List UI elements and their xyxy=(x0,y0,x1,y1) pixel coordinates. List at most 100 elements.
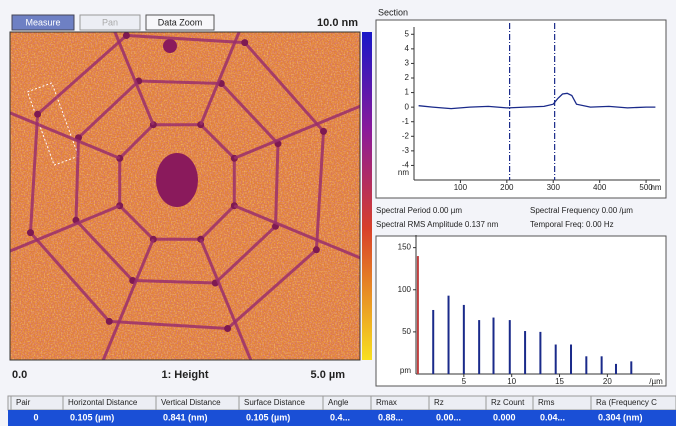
web-spoke xyxy=(199,32,241,126)
web-spoke xyxy=(101,238,155,360)
y-tick-label: -4 xyxy=(402,161,410,170)
y-tick-label: -2 xyxy=(402,131,410,140)
web-node xyxy=(320,127,327,135)
column-header: Ra (Frequency C xyxy=(596,398,657,407)
spectral-rms: Spectral RMS Amplitude 0.137 nm xyxy=(376,220,499,229)
x-tick-label: 300 xyxy=(547,183,561,192)
y-tick-label: 2 xyxy=(405,73,410,82)
column-header: Rz xyxy=(434,398,444,407)
table-cell: 0.841 (nm) xyxy=(163,412,208,422)
spectrum-bar xyxy=(585,356,588,374)
spectrum-bar xyxy=(630,361,633,374)
spectrum-bar xyxy=(462,304,465,374)
spectrum-bar xyxy=(432,309,435,374)
x-tick-label: 15 xyxy=(555,377,564,386)
spectrum-bar xyxy=(570,344,573,374)
color-bar xyxy=(362,32,372,360)
column-header: Pair xyxy=(16,398,31,407)
spectrum-bar xyxy=(554,344,557,374)
web-node xyxy=(312,246,320,254)
x-start-label: 0.0 xyxy=(12,369,27,381)
web-node xyxy=(224,325,232,332)
table-cell: 0 xyxy=(33,412,38,422)
column-header: Horizontal Distance xyxy=(68,398,138,407)
spectrum-plot xyxy=(375,235,667,387)
x-tick-label: 10 xyxy=(507,377,516,386)
feature-dot xyxy=(163,39,177,53)
y-tick-label: -1 xyxy=(402,117,410,126)
channel-label: 1: Height xyxy=(161,369,208,381)
measure-label[interactable]: Measure xyxy=(25,17,60,27)
table-cell: 0.04... xyxy=(540,412,565,422)
table-cell: 0.00... xyxy=(436,412,461,422)
y-tick-label: 4 xyxy=(405,44,410,53)
column-header: Rms xyxy=(538,398,554,407)
y-tick-label: 3 xyxy=(405,59,410,68)
web-spoke xyxy=(113,32,155,126)
x-unit: nm xyxy=(650,183,661,192)
data-zoom-label[interactable]: Data Zoom xyxy=(158,17,203,27)
x-end-label: 5.0 µm xyxy=(311,369,346,381)
pan-label[interactable]: Pan xyxy=(102,17,118,27)
y-tick-label: -3 xyxy=(402,146,410,155)
section-profile xyxy=(418,92,656,110)
column-header: Rz Count xyxy=(491,398,525,407)
web-node xyxy=(241,39,249,47)
y-unit: pm xyxy=(400,366,411,375)
web-node xyxy=(122,32,130,39)
x-tick-label: 400 xyxy=(593,183,607,192)
column-header: Rmax xyxy=(376,398,397,407)
y-tick-label: 5 xyxy=(405,29,410,38)
y-unit: nm xyxy=(398,168,409,177)
table-cell: 0.000 xyxy=(493,412,516,422)
y-tick-label: 150 xyxy=(398,243,412,252)
spectrum-bar xyxy=(478,320,481,374)
web-node xyxy=(105,317,113,325)
selection-box[interactable] xyxy=(26,82,80,166)
spectral-period: Spectral Period 0.00 µm xyxy=(376,206,462,215)
web-node xyxy=(34,110,42,118)
x-tick-label: 500 xyxy=(639,183,653,192)
x-tick-label: 20 xyxy=(603,377,612,386)
section-plot xyxy=(375,19,667,199)
data-zoom-button[interactable] xyxy=(145,14,215,31)
selected-row[interactable] xyxy=(8,410,676,426)
table-cell: 0.88... xyxy=(378,412,403,422)
measure-button[interactable] xyxy=(11,14,75,31)
scale-max: 10.0 nm xyxy=(317,17,358,29)
column-header: Angle xyxy=(328,398,349,407)
y-tick-label: 1 xyxy=(405,88,410,97)
web-node xyxy=(27,229,34,237)
section-title: Section xyxy=(378,7,408,17)
y-tick-label: 50 xyxy=(402,327,411,336)
x-tick-label: 5 xyxy=(462,377,467,386)
web-spoke xyxy=(233,204,360,260)
temporal-freq: Temporal Freq: 0.00 Hz xyxy=(530,220,614,229)
spectrum-bar xyxy=(492,317,495,374)
web-spoke xyxy=(233,104,360,160)
web-spoke xyxy=(199,238,253,360)
spectrum-bar xyxy=(524,331,527,374)
spectral-frequency: Spectral Frequency 0.00 /µm xyxy=(530,206,633,215)
spectrum-bar xyxy=(416,256,419,374)
pan-button[interactable] xyxy=(79,14,141,31)
center-feature xyxy=(156,153,198,207)
column-header: Vertical Distance xyxy=(161,398,221,407)
height-image xyxy=(10,32,360,360)
table-cell: 0.105 (µm) xyxy=(70,412,114,422)
y-tick-label: 100 xyxy=(398,285,412,294)
x-tick-label: 200 xyxy=(500,183,514,192)
spectrum-bar xyxy=(508,320,511,374)
x-unit: /µm xyxy=(649,377,663,386)
spectrum-bar xyxy=(539,331,542,374)
image-frame xyxy=(9,31,361,361)
web-spoke xyxy=(10,111,121,160)
web-spoke xyxy=(10,204,121,253)
column-header: Surface Distance xyxy=(244,398,305,407)
table-cell: 0.4... xyxy=(330,412,350,422)
y-tick-label: 0 xyxy=(405,102,410,111)
spectrum-bar xyxy=(447,295,450,374)
spectrum-bar xyxy=(600,356,603,374)
table-cell: 0.105 (µm) xyxy=(246,412,290,422)
